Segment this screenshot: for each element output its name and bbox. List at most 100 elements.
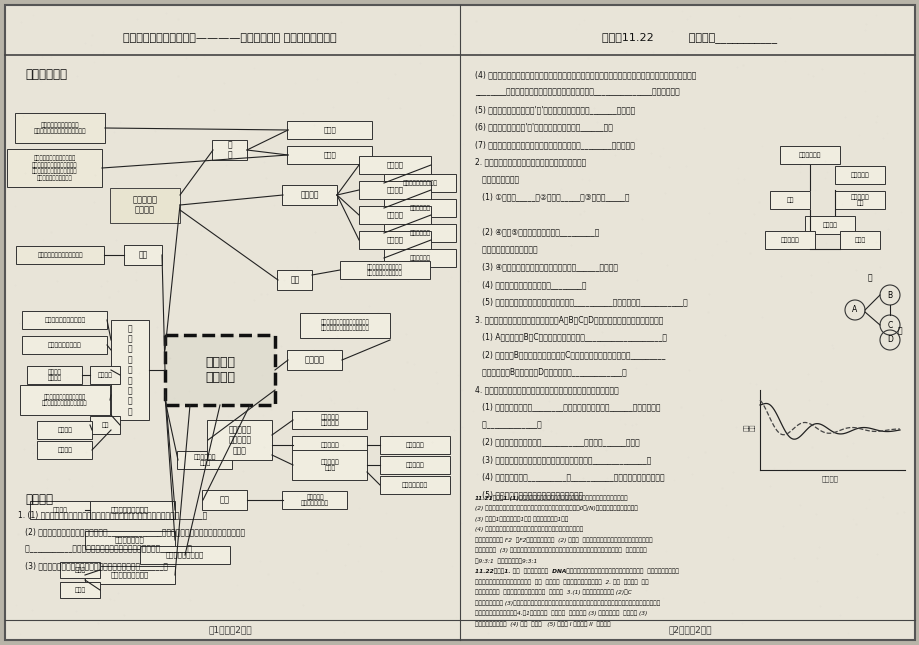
Text: 第2页（共2页）: 第2页（共2页） (667, 626, 711, 635)
Bar (140, 546, 230, 564)
Text: 基因突变和基因重组: 基因突变和基因重组 (48, 342, 82, 348)
Bar (22, 311, 108, 329)
Text: 科学地解释了生物进化的
原因及生物多样性的形成，适存存: 科学地解释了生物进化的 原因及生物多样性的形成，适存存 (34, 122, 86, 134)
Bar (7, 149, 102, 187)
Text: (2) 生物性状表现多样性的直接原因是______________，从分子水平上看生物多样性的根本原因: (2) 生物性状表现多样性的直接原因是______________，从分子水平上… (18, 527, 244, 536)
Text: 抗药
比例: 抗药 比例 (743, 424, 755, 431)
Text: 生物与生物之间以及生物与无机环境  性状  自然选择  遗传、定向的、生存斗争  2. 种群  基因频率  种群: 生物与生物之间以及生物与无机环境 性状 自然选择 遗传、定向的、生存斗争 2. … (474, 579, 648, 584)
Text: (6) 育种对物种围绕了'斗'的作用，而这种作用是______的。: (6) 育种对物种围绕了'斗'的作用，而这种作用是______的。 (474, 123, 612, 132)
Text: 局限性: 局限性 (323, 152, 336, 158)
Bar (779, 146, 839, 164)
Text: 基因频率的改变  突变和基因重组、遗传变异  遗传者生  3.(1) 自然选择、地理隔离 (2)与C: 基因频率的改变 突变和基因重组、遗传变异 遗传者生 3.(1) 自然选择、地理隔… (474, 590, 631, 595)
Text: 方向: 方向 (101, 422, 108, 428)
Text: (7) 抗原抗性的增强，是通过细菌与青霉素之间的________来实现的。: (7) 抗原抗性的增强，是通过细菌与青霉素之间的________来实现的。 (474, 140, 634, 149)
Bar (90, 366, 119, 384)
Bar (16, 246, 104, 264)
Bar (380, 476, 449, 494)
Bar (20, 385, 110, 415)
Bar (358, 231, 430, 249)
Text: 4. 下图是一对马特平岛成立区域交区使用两种杀虫剂处理的实验结果: 4. 下图是一对马特平岛成立区域交区使用两种杀虫剂处理的实验结果 (474, 385, 618, 394)
Text: (1) 甲虫抗药性增强是________的结果，在遥见杀虫剂______因素，而内图: (1) 甲虫抗药性增强是________的结果，在遥见杀虫剂______因素，而… (474, 402, 660, 412)
Text: 带出的变异是定向的  (4) 甲虫  杀虫剂   (5) 杀虫剂 I 和杀虫剂 II  交替使用: 带出的变异是定向的 (4) 甲虫 杀虫剂 (5) 杀虫剂 I 和杀虫剂 II 交… (474, 621, 610, 626)
Text: 达尔文遗传和因面遗传是
生物全面进化的主要原因: 达尔文遗传和因面遗传是 生物全面进化的主要原因 (367, 264, 403, 276)
Text: 现代生物
进化理论: 现代生物 进化理论 (205, 356, 234, 384)
Bar (202, 490, 247, 510)
Bar (85, 566, 175, 584)
Text: 是选择的内因: 是选择的内因 (409, 230, 430, 236)
Text: 共同进化: 共同进化 (305, 355, 324, 364)
Text: 是___________，从进化的角度看生物多样性产生的原因是_______。: 是___________，从进化的角度看生物多样性产生的原因是_______。 (18, 544, 192, 553)
Text: 基因多样性: 基因多样性 (405, 442, 424, 448)
Text: 生殖隔离: 生殖隔离 (57, 447, 73, 453)
Bar (383, 174, 456, 192)
Text: 新物种: 新物种 (854, 237, 865, 243)
Text: 先进性: 先进性 (323, 126, 336, 134)
Text: 生物多样性: 生物多样性 (780, 237, 799, 243)
Bar (85, 531, 175, 549)
Text: (2) 秋水仙素诱导浓度、被处理细胞的成活率和变异率，以秋度为0，(N)时秋水仙素抑制满芽生长点: (2) 秋水仙素诱导浓度、被处理细胞的成活率和变异率，以秋度为0，(N)时秋水仙… (474, 506, 637, 511)
Text: (3) 长颈鹿的颈和前肢的长短各异，这说明生物变异是______。: (3) 长颈鹿的颈和前肢的长短各异，这说明生物变异是______。 (18, 561, 168, 570)
Text: 地理隔离: 地理隔离 (57, 427, 73, 433)
Text: 天天练！狂扫基础盲点！————必修二第七章 现代生物进化理论: 天天练！狂扫基础盲点！————必修二第七章 现代生物进化理论 (123, 33, 336, 43)
Text: 因已产生地理隔离 (3)甲、乙两岛的环境条件不同，自然选择作用不同，再加上地理隔离使它们活因频率的差别积累到: 因已产生地理隔离 (3)甲、乙两岛的环境条件不同，自然选择作用不同，再加上地理隔… (474, 600, 660, 606)
Bar (292, 411, 367, 429)
Text: 是_____________。: 是_____________。 (474, 420, 541, 429)
Text: 概念: 概念 (138, 250, 147, 259)
Text: (5) 适应性表现在生物体的'斗'与环境相适应，适应是_______的结果。: (5) 适应性表现在生物体的'斗'与环境相适应，适应是_______的结果。 (474, 105, 634, 114)
Bar (358, 181, 430, 199)
Text: 基因频率改变
的原因: 基因频率改变 的原因 (194, 454, 216, 466)
Bar (15, 113, 105, 143)
Bar (124, 245, 162, 265)
Text: (3) ④包括生态系属多样性、物种多样性和______多样性。: (3) ④包括生态系属多样性、物种多样性和______多样性。 (474, 263, 618, 272)
Text: (4) 由插图看是通过__________与___________之间的生存斗争实现的。: (4) 由插图看是通过__________与___________之间的生存斗争… (474, 473, 664, 482)
Text: 适者生存，不适者淘汰的过程: 适者生存，不适者淘汰的过程 (37, 252, 83, 258)
Bar (383, 224, 456, 242)
Text: 是选择的手段: 是选择的手段 (409, 205, 430, 211)
Text: 隔离: 隔离 (220, 495, 230, 504)
Bar (38, 441, 93, 459)
Text: 甲迁到乙岛的B物种进化为D物种的原因是_____________。: 甲迁到乙岛的B物种进化为D物种的原因是_____________。 (474, 368, 626, 377)
Text: 由来: 由来 (290, 275, 300, 284)
Text: 生态系统多样性: 生态系统多样性 (402, 482, 427, 488)
Text: 生殖隔离是
新物种形成的标志: 生殖隔离是 新物种形成的标志 (301, 494, 329, 506)
Bar (300, 312, 390, 337)
Bar (60, 562, 100, 578)
Text: (4) 在缺乏青草的时期，有的个体能吃到高处食物而活下来，有的个体因得不到食物而死亡，这个过程叫做: (4) 在缺乏青草的时期，有的个体能吃到高处食物而活下来，有的个体因得不到食物而… (474, 70, 696, 79)
Text: 请完成下列问题：: 请完成下列问题： (474, 175, 518, 184)
Text: (2) 甲岛上的B物种迁到乙岛后，不与C物种进化为同一物种的原因是_________: (2) 甲岛上的B物种迁到乙岛后，不与C物种进化为同一物种的原因是_______… (474, 350, 664, 359)
Text: 进化方向: 进化方向 (822, 223, 836, 228)
Bar (380, 436, 449, 454)
Bar (22, 336, 108, 354)
Text: 物
种
形
成
的
三
个
环
节: 物 种 形 成 的 三 个 环 节 (128, 324, 132, 416)
Bar (380, 456, 449, 474)
Text: 评
价: 评 价 (227, 141, 233, 160)
Text: 甲: 甲 (867, 273, 871, 282)
Text: 种群基因频率的改变: 种群基因频率的改变 (111, 571, 149, 579)
Text: 理想化种群: 理想化种群 (850, 172, 868, 178)
Text: 小突变: 小突变 (74, 567, 85, 573)
Text: 不同物种之间，生物与无机环境之
间，在相互影响中不断进化和发展: 不同物种之间，生物与无机环境之 间，在相互影响中不断进化和发展 (321, 319, 369, 331)
Bar (287, 350, 342, 370)
Bar (834, 191, 884, 209)
Bar (769, 191, 809, 209)
Text: 2. 阅读下列与生物进化有关的概念图，完成概念图，: 2. 阅读下列与生物进化有关的概念图，完成概念图， (474, 157, 585, 166)
Text: 基因频率: 基因频率 (52, 507, 67, 513)
Text: 哈代温伯格
定律: 哈代温伯格 定律 (850, 194, 868, 206)
Text: 日期：11.22          学号姓名___________: 日期：11.22 学号姓名___________ (602, 32, 777, 43)
Text: 自然选择: 自然选择 (97, 372, 112, 378)
Bar (282, 185, 337, 205)
Text: 共同进化和
生物多样性
的形成: 共同进化和 生物多样性 的形成 (228, 425, 251, 455)
Text: 对环境的适应能力，在自然界
中是基因频率不定向改变的前提: 对环境的适应能力，在自然界 中是基因频率不定向改变的前提 (42, 394, 87, 406)
Text: 1. (1) 生物多样性形成经历了漫长的历程，了解这一进化历程的主要依据是______。: 1. (1) 生物多样性形成经历了漫长的历程，了解这一进化历程的主要依据是___… (18, 510, 207, 519)
Bar (208, 420, 272, 460)
Text: (3) 使用杀虫剂后尚有少数甲虫生存，其内在原因是______________。: (3) 使用杀虫剂后尚有少数甲虫生存，其内在原因是______________。 (474, 455, 651, 464)
Text: 种群基因频率的改变: 种群基因频率的改变 (111, 507, 149, 513)
Text: 一、思维导图: 一、思维导图 (25, 68, 67, 81)
Text: 按9:3:1  子代数型，不按9:3:1: 按9:3:1 子代数型，不按9:3:1 (474, 558, 537, 564)
Text: 达尔文自然
选择学说: 达尔文自然 选择学说 (132, 195, 157, 215)
Bar (282, 491, 347, 509)
Text: (2) 甲虫抗药性增强是通过___________，代进行______实现的: (2) 甲虫抗药性增强是通过___________，代进行______实现的 (474, 437, 639, 446)
Text: 第1页（共2页）: 第1页（共2页） (208, 626, 252, 635)
Bar (278, 270, 312, 290)
Text: 生物进化的实质: 生物进化的实质 (115, 537, 144, 543)
